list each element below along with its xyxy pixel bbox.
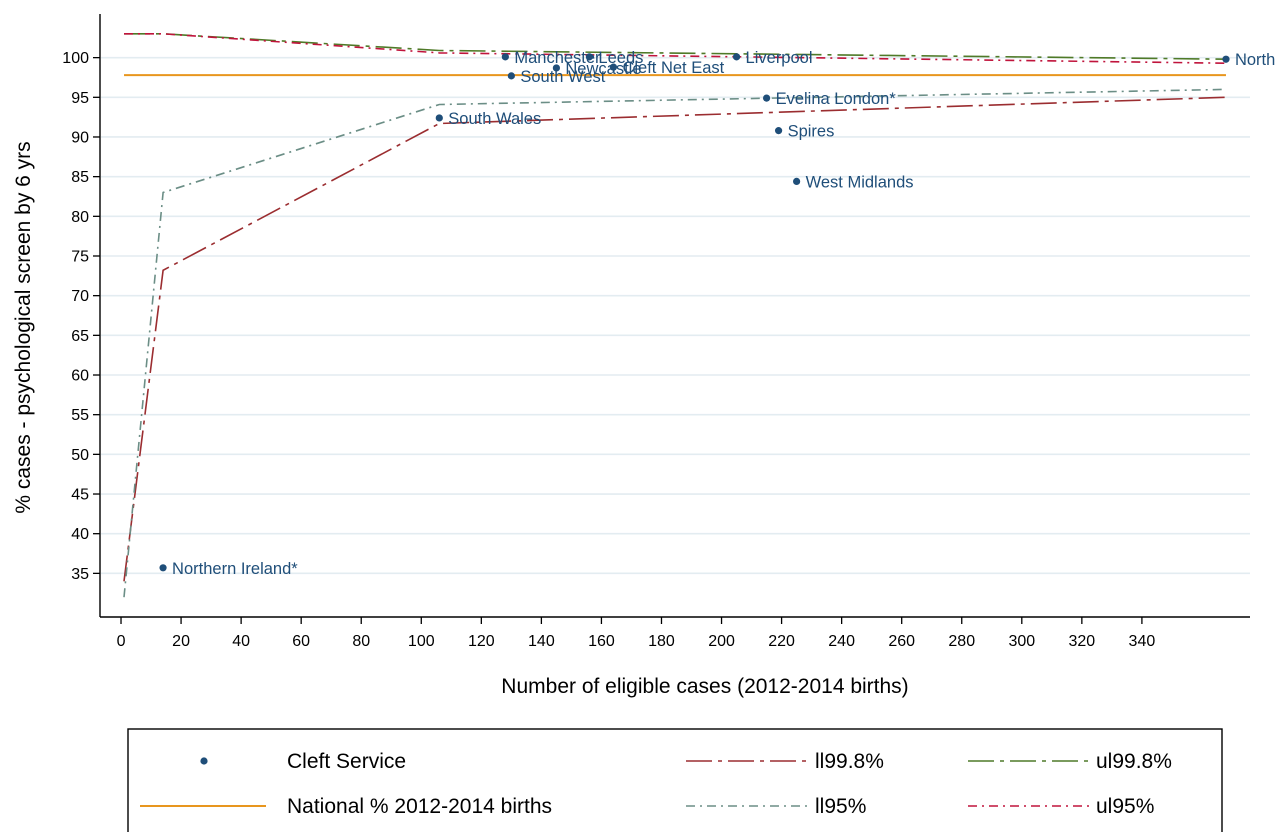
x-tick-label: 340 — [1129, 633, 1156, 650]
legend-label: Cleft Service — [287, 750, 406, 773]
x-tick-label: 0 — [117, 633, 126, 650]
axes: 35 40 45 50 55 60 65 70 75 80 85 90 95 100 0 20 40 60 80 10… — [62, 14, 1250, 650]
y-tick-label: 75 — [71, 248, 89, 265]
x-tick-label: 20 — [172, 633, 190, 650]
point-label: South West — [520, 68, 605, 86]
legend-box — [127, 728, 1223, 832]
scatter-points: Northern Ireland* South Wales ManchesterSo… — [159, 49, 1275, 578]
x-tick-label: 200 — [708, 633, 735, 650]
y-tick-label: 65 — [71, 328, 89, 345]
data-point — [609, 63, 618, 71]
data-point — [793, 177, 801, 186]
point-label: Liverpool — [746, 49, 813, 67]
point-label: North — [1235, 51, 1275, 69]
legend-label: ul99.8% — [1096, 750, 1172, 773]
data-point — [762, 94, 771, 102]
data-point — [435, 114, 443, 122]
y-tick-label: 55 — [71, 407, 89, 424]
y-tick-label: 40 — [71, 526, 89, 543]
series-line-ll99.8% — [123, 96, 1227, 582]
y-tick-label: 70 — [71, 288, 89, 305]
y-tick-label: 35 — [71, 566, 89, 583]
x-tick-label: 160 — [588, 633, 615, 650]
y-tick-label: 90 — [71, 129, 89, 146]
y-tick-label: 60 — [71, 368, 89, 385]
data-point — [552, 64, 560, 72]
x-axis-title: Number of eligible cases (2012-2014 birt… — [501, 675, 908, 698]
data-point — [507, 72, 515, 80]
point-label: West Midlands — [806, 173, 914, 191]
x-tick-label: 280 — [948, 633, 975, 650]
series-line-ll95% — [123, 88, 1227, 598]
y-tick-label: 80 — [71, 209, 89, 226]
point-label: South Wales — [448, 110, 541, 128]
y-axis-title: % cases - psychological screen by 6 yrs — [12, 141, 35, 513]
data-point — [774, 127, 783, 135]
x-tick-label: 140 — [528, 633, 555, 650]
point-label: Newcastle — [565, 60, 641, 78]
legend-label: National % 2012-2014 births — [287, 795, 552, 818]
series-lines — [123, 33, 1227, 598]
y-tick-label: 50 — [71, 447, 89, 464]
y-tick-label: 45 — [71, 487, 89, 504]
point-label: Leeds — [598, 49, 643, 67]
y-tick-label: 85 — [71, 169, 89, 186]
data-point — [732, 53, 741, 61]
point-label: Cleft Net East — [622, 59, 724, 77]
x-tick-label: 100 — [408, 633, 435, 650]
y-tick-label: 95 — [71, 90, 89, 107]
legend-label: ll95% — [815, 795, 866, 818]
data-point — [159, 564, 167, 572]
x-tick-label: 60 — [292, 633, 310, 650]
point-label: Spires — [788, 123, 835, 141]
x-tick-label: 260 — [888, 633, 915, 650]
grid-lines — [101, 56, 1250, 575]
x-tick-label: 240 — [828, 633, 855, 650]
y-tick-label: 100 — [62, 50, 89, 67]
data-point — [585, 53, 594, 61]
legend-label: ll99.8% — [815, 750, 884, 773]
point-label: Manchester — [514, 49, 601, 67]
x-tick-label: 40 — [232, 633, 250, 650]
legend-marker-point — [200, 757, 208, 765]
x-tick-label: 180 — [648, 633, 675, 650]
x-tick-label: 300 — [1008, 633, 1035, 650]
point-label: Northern Ireland* — [172, 560, 298, 578]
point-label: Evelina London* — [776, 90, 897, 108]
data-point — [501, 53, 509, 61]
legend: Cleft Service ll99.8% ul99.8% National % 20… — [127, 728, 1223, 832]
x-tick-label: 80 — [352, 633, 370, 650]
x-tick-label: 220 — [768, 633, 795, 650]
series-line-ul99.8% — [124, 33, 1227, 60]
legend-label: ul95% — [1096, 795, 1154, 818]
x-tick-label: 120 — [468, 633, 495, 650]
x-tick-label: 320 — [1069, 633, 1096, 650]
data-point — [1222, 55, 1230, 63]
